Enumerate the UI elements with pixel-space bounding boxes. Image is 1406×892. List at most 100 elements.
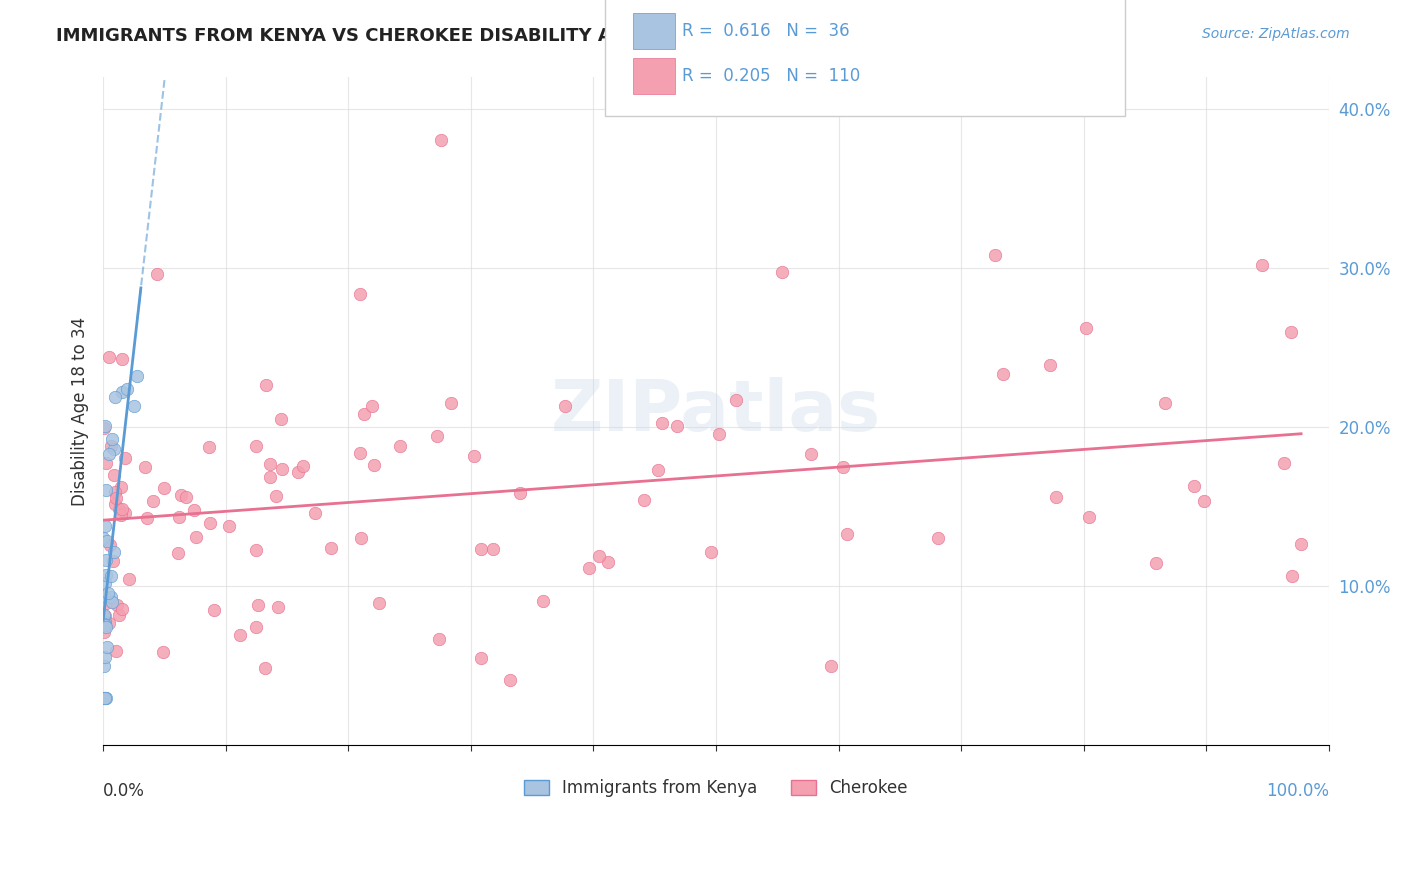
Cherokee — [111, 602, 134, 616]
Cherokee — [174, 490, 197, 504]
Cherokee — [984, 248, 1007, 262]
Cherokee — [94, 609, 117, 624]
Cherokee — [1078, 509, 1101, 524]
Cherokee — [368, 596, 391, 610]
Cherokee — [1182, 479, 1205, 493]
Cherokee — [304, 506, 326, 520]
Cherokee — [114, 506, 136, 520]
Cherokee — [651, 416, 673, 430]
Cherokee — [1154, 396, 1177, 410]
Immigrants from Kenya — [100, 590, 122, 604]
Cherokee — [153, 481, 176, 495]
Immigrants from Kenya — [127, 369, 149, 384]
Cherokee — [200, 516, 222, 531]
Immigrants from Kenya — [94, 519, 117, 533]
Cherokee — [97, 615, 120, 630]
Cherokee — [427, 632, 450, 647]
Immigrants from Kenya — [96, 534, 118, 549]
Cherokee — [94, 456, 117, 470]
Cherokee — [349, 287, 371, 301]
Cherokee — [103, 554, 125, 568]
Cherokee — [707, 427, 730, 442]
Cherokee — [184, 530, 207, 544]
Immigrants from Kenya — [93, 658, 115, 673]
Cherokee — [350, 531, 373, 545]
Cherokee — [724, 392, 747, 407]
Cherokee — [499, 673, 522, 687]
Cherokee — [482, 542, 505, 557]
Cherokee — [470, 651, 492, 665]
Cherokee — [135, 511, 157, 525]
Immigrants from Kenya — [94, 483, 117, 497]
Cherokee — [509, 486, 531, 500]
Cherokee — [198, 440, 221, 454]
Immigrants from Kenya — [93, 590, 115, 604]
Cherokee — [94, 596, 117, 610]
Immigrants from Kenya — [96, 620, 118, 634]
Cherokee — [361, 399, 384, 413]
Cherokee — [256, 378, 278, 392]
Cherokee — [1074, 321, 1097, 335]
Cherokee — [253, 661, 276, 675]
Y-axis label: Disability Age 18 to 34: Disability Age 18 to 34 — [72, 317, 89, 506]
Immigrants from Kenya — [115, 382, 138, 396]
Text: Source: ZipAtlas.com: Source: ZipAtlas.com — [1202, 27, 1350, 41]
Cherokee — [104, 644, 127, 658]
Cherokee — [142, 494, 165, 508]
Cherokee — [93, 421, 115, 435]
Cherokee — [1279, 325, 1302, 339]
Immigrants from Kenya — [94, 552, 117, 566]
Cherokee — [353, 407, 375, 421]
Immigrants from Kenya — [94, 617, 117, 632]
Immigrants from Kenya — [93, 419, 115, 434]
Immigrants from Kenya — [97, 586, 120, 600]
Cherokee — [831, 460, 853, 475]
Immigrants from Kenya — [104, 390, 127, 404]
Immigrants from Kenya — [103, 442, 125, 456]
Immigrants from Kenya — [101, 432, 124, 446]
Cherokee — [463, 449, 485, 463]
Cherokee — [246, 599, 269, 613]
Cherokee — [770, 265, 793, 279]
Immigrants from Kenya — [94, 615, 117, 629]
Immigrants from Kenya — [98, 447, 121, 461]
Immigrants from Kenya — [93, 608, 115, 623]
Immigrants from Kenya — [94, 690, 117, 705]
Immigrants from Kenya — [93, 575, 115, 590]
Cherokee — [388, 439, 411, 453]
Cherokee — [321, 541, 343, 555]
Cherokee — [820, 658, 842, 673]
Cherokee — [218, 519, 240, 533]
Cherokee — [1250, 258, 1272, 272]
Immigrants from Kenya — [94, 690, 117, 705]
Cherokee — [245, 439, 267, 453]
Text: R =  0.616   N =  36: R = 0.616 N = 36 — [682, 22, 849, 40]
Cherokee — [430, 133, 453, 147]
Cherokee — [1045, 491, 1067, 505]
Cherokee — [105, 599, 128, 613]
Cherokee — [104, 498, 127, 512]
Cherokee — [531, 594, 554, 608]
Cherokee — [1144, 556, 1167, 570]
Cherokee — [111, 502, 134, 516]
Immigrants from Kenya — [103, 545, 125, 559]
Cherokee — [267, 600, 290, 615]
Cherokee — [1039, 358, 1062, 372]
Cherokee — [134, 459, 156, 474]
Cherokee — [146, 267, 169, 281]
Text: ZIPatlas: ZIPatlas — [551, 376, 882, 446]
Text: 0.0%: 0.0% — [103, 782, 145, 800]
Immigrants from Kenya — [93, 690, 115, 705]
Cherokee — [349, 446, 371, 460]
Cherokee — [598, 555, 620, 569]
Cherokee — [700, 544, 723, 558]
Cherokee — [118, 572, 141, 586]
Immigrants from Kenya — [93, 617, 115, 632]
Cherokee — [927, 532, 949, 546]
Immigrants from Kenya — [91, 531, 114, 545]
Text: R =  0.205   N =  110: R = 0.205 N = 110 — [682, 67, 860, 85]
Cherokee — [245, 543, 267, 558]
Immigrants from Kenya — [122, 399, 145, 413]
Immigrants from Kenya — [111, 384, 134, 399]
Cherokee — [183, 503, 205, 517]
